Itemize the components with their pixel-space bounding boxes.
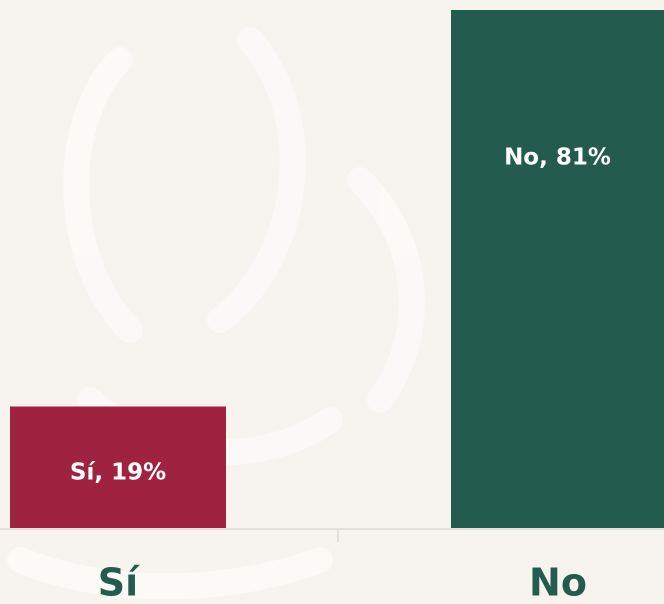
x-tick-label: No [529,561,587,604]
data-label: No, 81% [504,145,611,171]
bar [10,406,226,528]
bar [451,10,664,528]
x-tick-label: Sí [98,561,140,604]
data-label: Sí, 19% [70,460,166,486]
